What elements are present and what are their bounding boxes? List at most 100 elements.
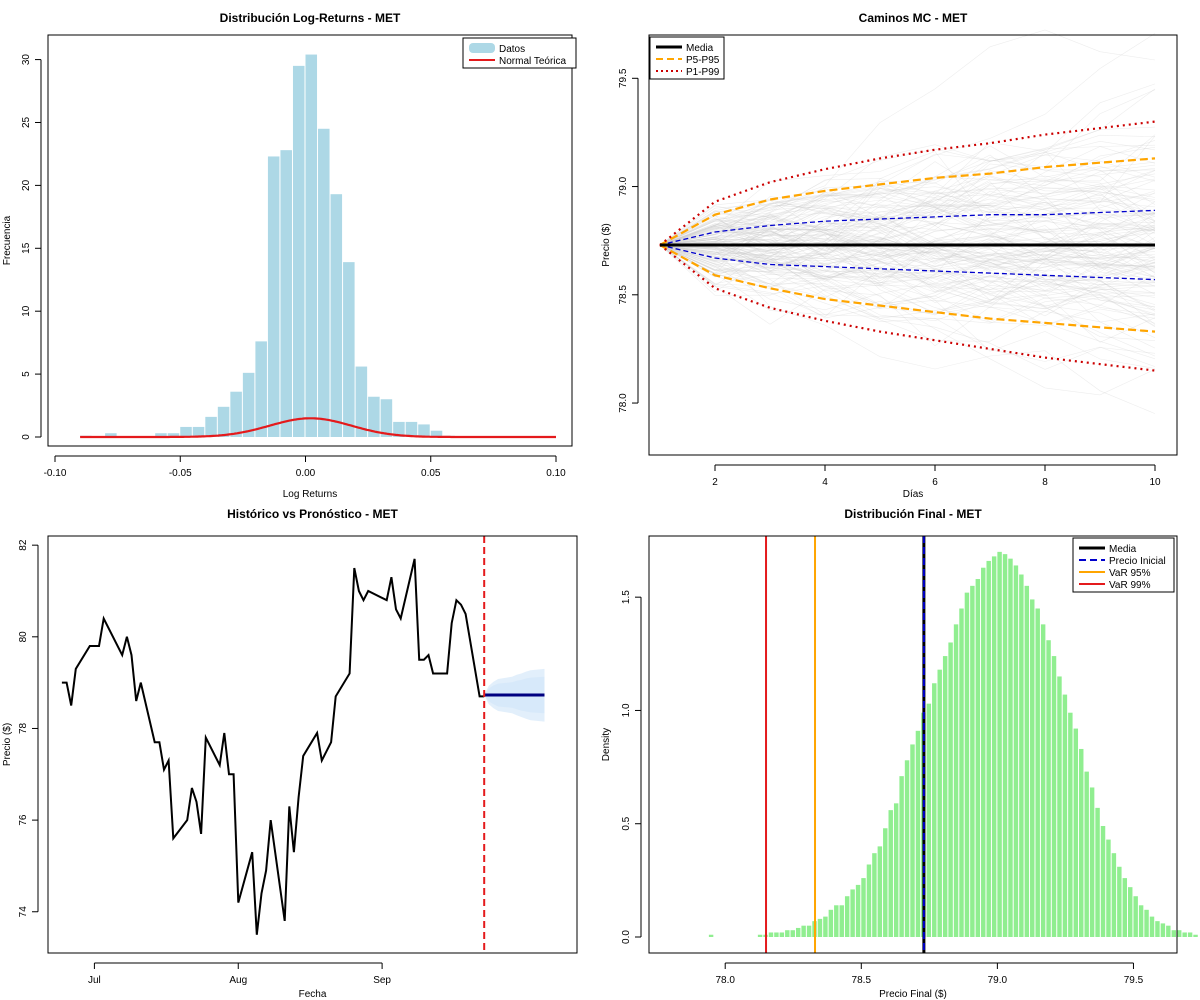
x-axis-label: Precio Final ($)	[879, 989, 947, 1000]
mc-path	[659, 134, 1156, 246]
mc-path	[659, 170, 1156, 258]
mc-path	[659, 213, 1156, 269]
density-bar	[948, 642, 953, 937]
plot-frame	[648, 535, 1178, 954]
mc-path	[659, 140, 1156, 246]
mc-path	[659, 229, 1156, 309]
y-tick-label: 20	[21, 179, 32, 191]
x-axis-label: Log Returns	[283, 489, 337, 500]
y-tick-label: 15	[21, 242, 32, 254]
density-bar	[910, 744, 915, 937]
mc-path	[659, 244, 1156, 319]
density-bar	[1008, 558, 1013, 937]
mc-path	[659, 204, 1156, 262]
x-tick-label: 6	[932, 477, 938, 488]
y-tick-label: 79.5	[618, 68, 629, 88]
mc-path	[659, 215, 1156, 270]
mc-path	[659, 144, 1156, 246]
mc-path	[659, 142, 1156, 246]
mc-path	[659, 215, 1156, 286]
density-bar	[1182, 932, 1187, 937]
mc-path	[659, 151, 1156, 246]
mc-path	[659, 83, 1156, 246]
x-tick-label: 0.10	[546, 468, 566, 479]
y-tick-label: 82	[18, 539, 29, 551]
mc-path	[659, 228, 1156, 310]
y-tick-label: 74	[18, 906, 29, 918]
mc-path	[659, 204, 1156, 246]
mc-path	[659, 173, 1156, 246]
density-bar	[1117, 866, 1122, 937]
y-tick-label: 25	[21, 116, 32, 128]
density-bar	[877, 846, 883, 937]
mc-path	[659, 164, 1156, 246]
mc-path	[659, 187, 1156, 287]
mc-path	[659, 226, 1156, 288]
density-bar	[1138, 905, 1144, 937]
historical-line	[61, 558, 485, 935]
histogram-bar	[355, 366, 368, 437]
mc-path	[659, 126, 1156, 246]
density-bar	[806, 925, 812, 937]
density-bar	[1095, 807, 1100, 937]
mc-path	[659, 244, 1156, 322]
density-bar	[795, 927, 801, 937]
y-tick-label: 10	[21, 305, 32, 317]
density-bar	[1057, 676, 1062, 937]
mc-path	[659, 244, 1156, 298]
density-bar	[1062, 694, 1068, 937]
density-bar	[1149, 916, 1155, 937]
mc-path	[659, 244, 1156, 308]
chart-title: Histórico vs Pronóstico - MET	[227, 507, 398, 521]
mc-path	[659, 168, 1156, 246]
plot-frame	[47, 535, 578, 954]
series-line-band	[659, 209, 1156, 246]
density-bar	[861, 878, 866, 937]
x-tick-label: Jul	[88, 975, 101, 986]
density-bar	[839, 905, 844, 937]
y-tick-label: 80	[18, 631, 29, 643]
mc-path	[659, 232, 1156, 278]
histogram-bar	[242, 372, 255, 437]
mc-path	[659, 213, 1156, 265]
chart-title: Caminos MC - MET	[859, 11, 968, 25]
series-line-p5-p95	[659, 157, 1156, 246]
mc-path	[659, 244, 1156, 278]
x-axis-label: Días	[903, 489, 924, 500]
x-axis-label: Fecha	[299, 989, 327, 1000]
density-bar	[1073, 728, 1079, 937]
density-bar	[1100, 825, 1106, 937]
mc-path	[659, 144, 1156, 246]
histogram-bar	[343, 262, 355, 437]
mc-path	[659, 244, 1156, 317]
mc-path	[659, 212, 1156, 357]
mc-path	[659, 194, 1156, 274]
mc-path	[659, 207, 1156, 263]
y-tick-label: 1.5	[621, 590, 632, 604]
x-tick-label: Sep	[373, 975, 391, 986]
mc-path	[659, 223, 1156, 281]
density-bar	[1068, 712, 1073, 937]
density-bar	[1019, 574, 1024, 937]
histogram-bar	[192, 426, 205, 437]
histogram-bar	[330, 194, 343, 437]
mc-path	[659, 140, 1156, 264]
density-bar	[888, 810, 893, 937]
mc-path	[659, 241, 1156, 303]
mc-path	[659, 181, 1156, 247]
legend-label: P1-P99	[686, 67, 720, 78]
mc-path	[659, 244, 1155, 319]
mc-path	[659, 244, 1156, 349]
x-tick-label: 0.05	[421, 468, 441, 479]
y-tick-label: 78.5	[618, 285, 629, 305]
mc-path	[659, 236, 1156, 291]
density-bar	[844, 896, 850, 937]
mc-path	[659, 227, 1156, 285]
x-tick-label: 79.5	[1124, 975, 1144, 986]
mc-path	[659, 187, 1156, 249]
mc-path	[659, 215, 1156, 360]
y-tick-label: 30	[21, 54, 32, 66]
mc-path	[659, 225, 1156, 310]
y-axis-label: Precio ($)	[601, 223, 612, 266]
chart-title: Distribución Log-Returns - MET	[220, 11, 401, 25]
